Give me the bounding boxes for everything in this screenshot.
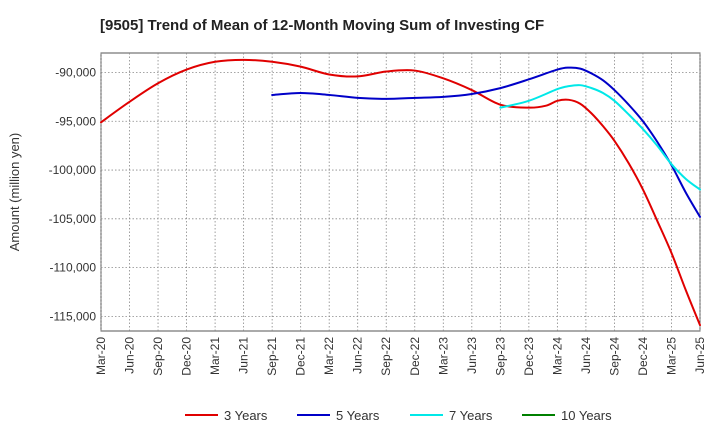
x-tick-label: Jun-25 [693, 337, 707, 374]
x-tick-label: Dec-21 [294, 337, 308, 376]
grid-lines [100, 53, 701, 331]
chart-title: [9505] Trend of Mean of 12-Month Moving … [100, 17, 544, 34]
x-tick-label: Mar-21 [208, 337, 222, 375]
x-axis-ticks: Mar-20 Jun-20 Sep-20 Dec-20 Mar-21 Jun-21 Sep-… [94, 337, 707, 376]
y-tick-label: -100,000 [49, 163, 97, 177]
y-tick-label: -90,000 [55, 66, 96, 80]
legend-label-3-years: 3 Years [224, 408, 268, 423]
x-tick-label: Sep-21 [265, 337, 279, 376]
x-tick-label: Sep-22 [379, 337, 393, 376]
y-axis-label: Amount (million yen) [7, 133, 22, 252]
y-tick-label: -105,000 [49, 212, 97, 226]
x-tick-label: Jun-22 [351, 337, 365, 374]
plot-area [100, 52, 701, 332]
x-tick-label: Dec-20 [180, 337, 194, 376]
x-tick-label: Mar-20 [94, 337, 108, 375]
series-lines [100, 58, 701, 327]
legend: 3 Years 5 Years 7 Years 10 Years [185, 408, 612, 423]
x-tick-label: Dec-24 [636, 337, 650, 376]
x-tick-label: Jun-20 [123, 337, 137, 374]
plot-frame [100, 52, 701, 332]
legend-label-10-years: 10 Years [561, 408, 612, 423]
x-tick-label: Jun-23 [465, 337, 479, 374]
legend-label-7-years: 7 Years [449, 408, 493, 423]
y-tick-label: -115,000 [50, 309, 97, 323]
y-axis-ticks: -90,000 -95,000 -100,000 -105,000 -110,000 -1… [49, 66, 97, 324]
legend-label-5-years: 5 Years [336, 408, 380, 423]
x-tick-label: Mar-22 [322, 337, 336, 375]
x-tick-label: Sep-20 [151, 337, 165, 376]
series-line-5-years [271, 66, 701, 218]
x-tick-label: Jun-21 [237, 337, 251, 374]
y-tick-label: -110,000 [50, 261, 97, 275]
x-tick-label: Dec-22 [408, 337, 422, 376]
x-tick-label: Sep-24 [607, 337, 621, 376]
series-line-7-years [499, 84, 701, 191]
series-line-3-years [100, 58, 701, 327]
x-tick-label: Sep-23 [493, 337, 507, 376]
x-tick-label: Mar-24 [550, 337, 564, 375]
x-tick-label: Mar-23 [436, 337, 450, 375]
x-tick-label: Mar-25 [664, 337, 678, 375]
y-tick-label: -95,000 [55, 114, 96, 128]
x-tick-label: Dec-23 [522, 337, 536, 376]
x-tick-label: Jun-24 [579, 337, 593, 374]
